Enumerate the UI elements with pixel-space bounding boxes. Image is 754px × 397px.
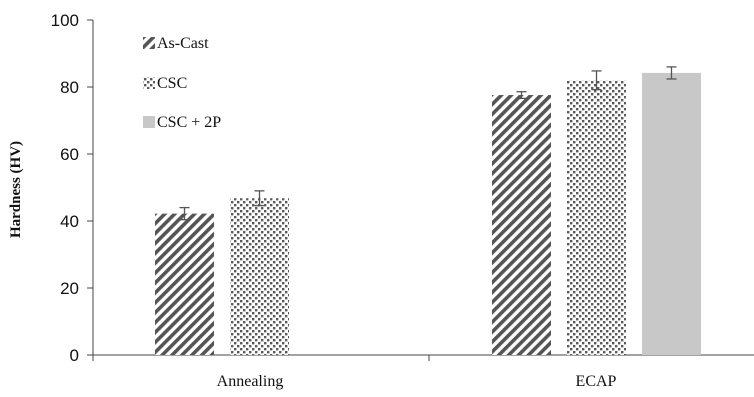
legend-swatch-csc-2p — [143, 116, 155, 128]
bar-as-cast-ecap — [492, 95, 551, 355]
y-axis-title: Hardness (HV) — [8, 141, 24, 238]
y-tick-label: 40 — [60, 212, 79, 231]
y-tick-label: 20 — [60, 279, 79, 298]
y-tick-label: 60 — [60, 145, 79, 164]
y-tick-label: 80 — [60, 78, 79, 97]
bar-as-cast-annealing — [155, 213, 214, 355]
bar-csc-2p-ecap — [642, 72, 701, 356]
x-category-label: ECAP — [576, 373, 617, 390]
legend-label-csc-2p: CSC + 2P — [157, 114, 221, 131]
legend-label-as-cast: As-Cast — [157, 35, 209, 52]
legend-label-csc: CSC — [157, 75, 187, 92]
y-tick-label: 0 — [70, 346, 79, 365]
bar-csc-ecap — [567, 80, 626, 356]
y-tick-label: 100 — [51, 11, 79, 30]
legend-swatch-csc — [143, 77, 155, 89]
legend-swatch-as-cast — [143, 37, 155, 49]
x-category-label: Annealing — [217, 373, 284, 390]
bar-csc-annealing — [230, 198, 289, 355]
